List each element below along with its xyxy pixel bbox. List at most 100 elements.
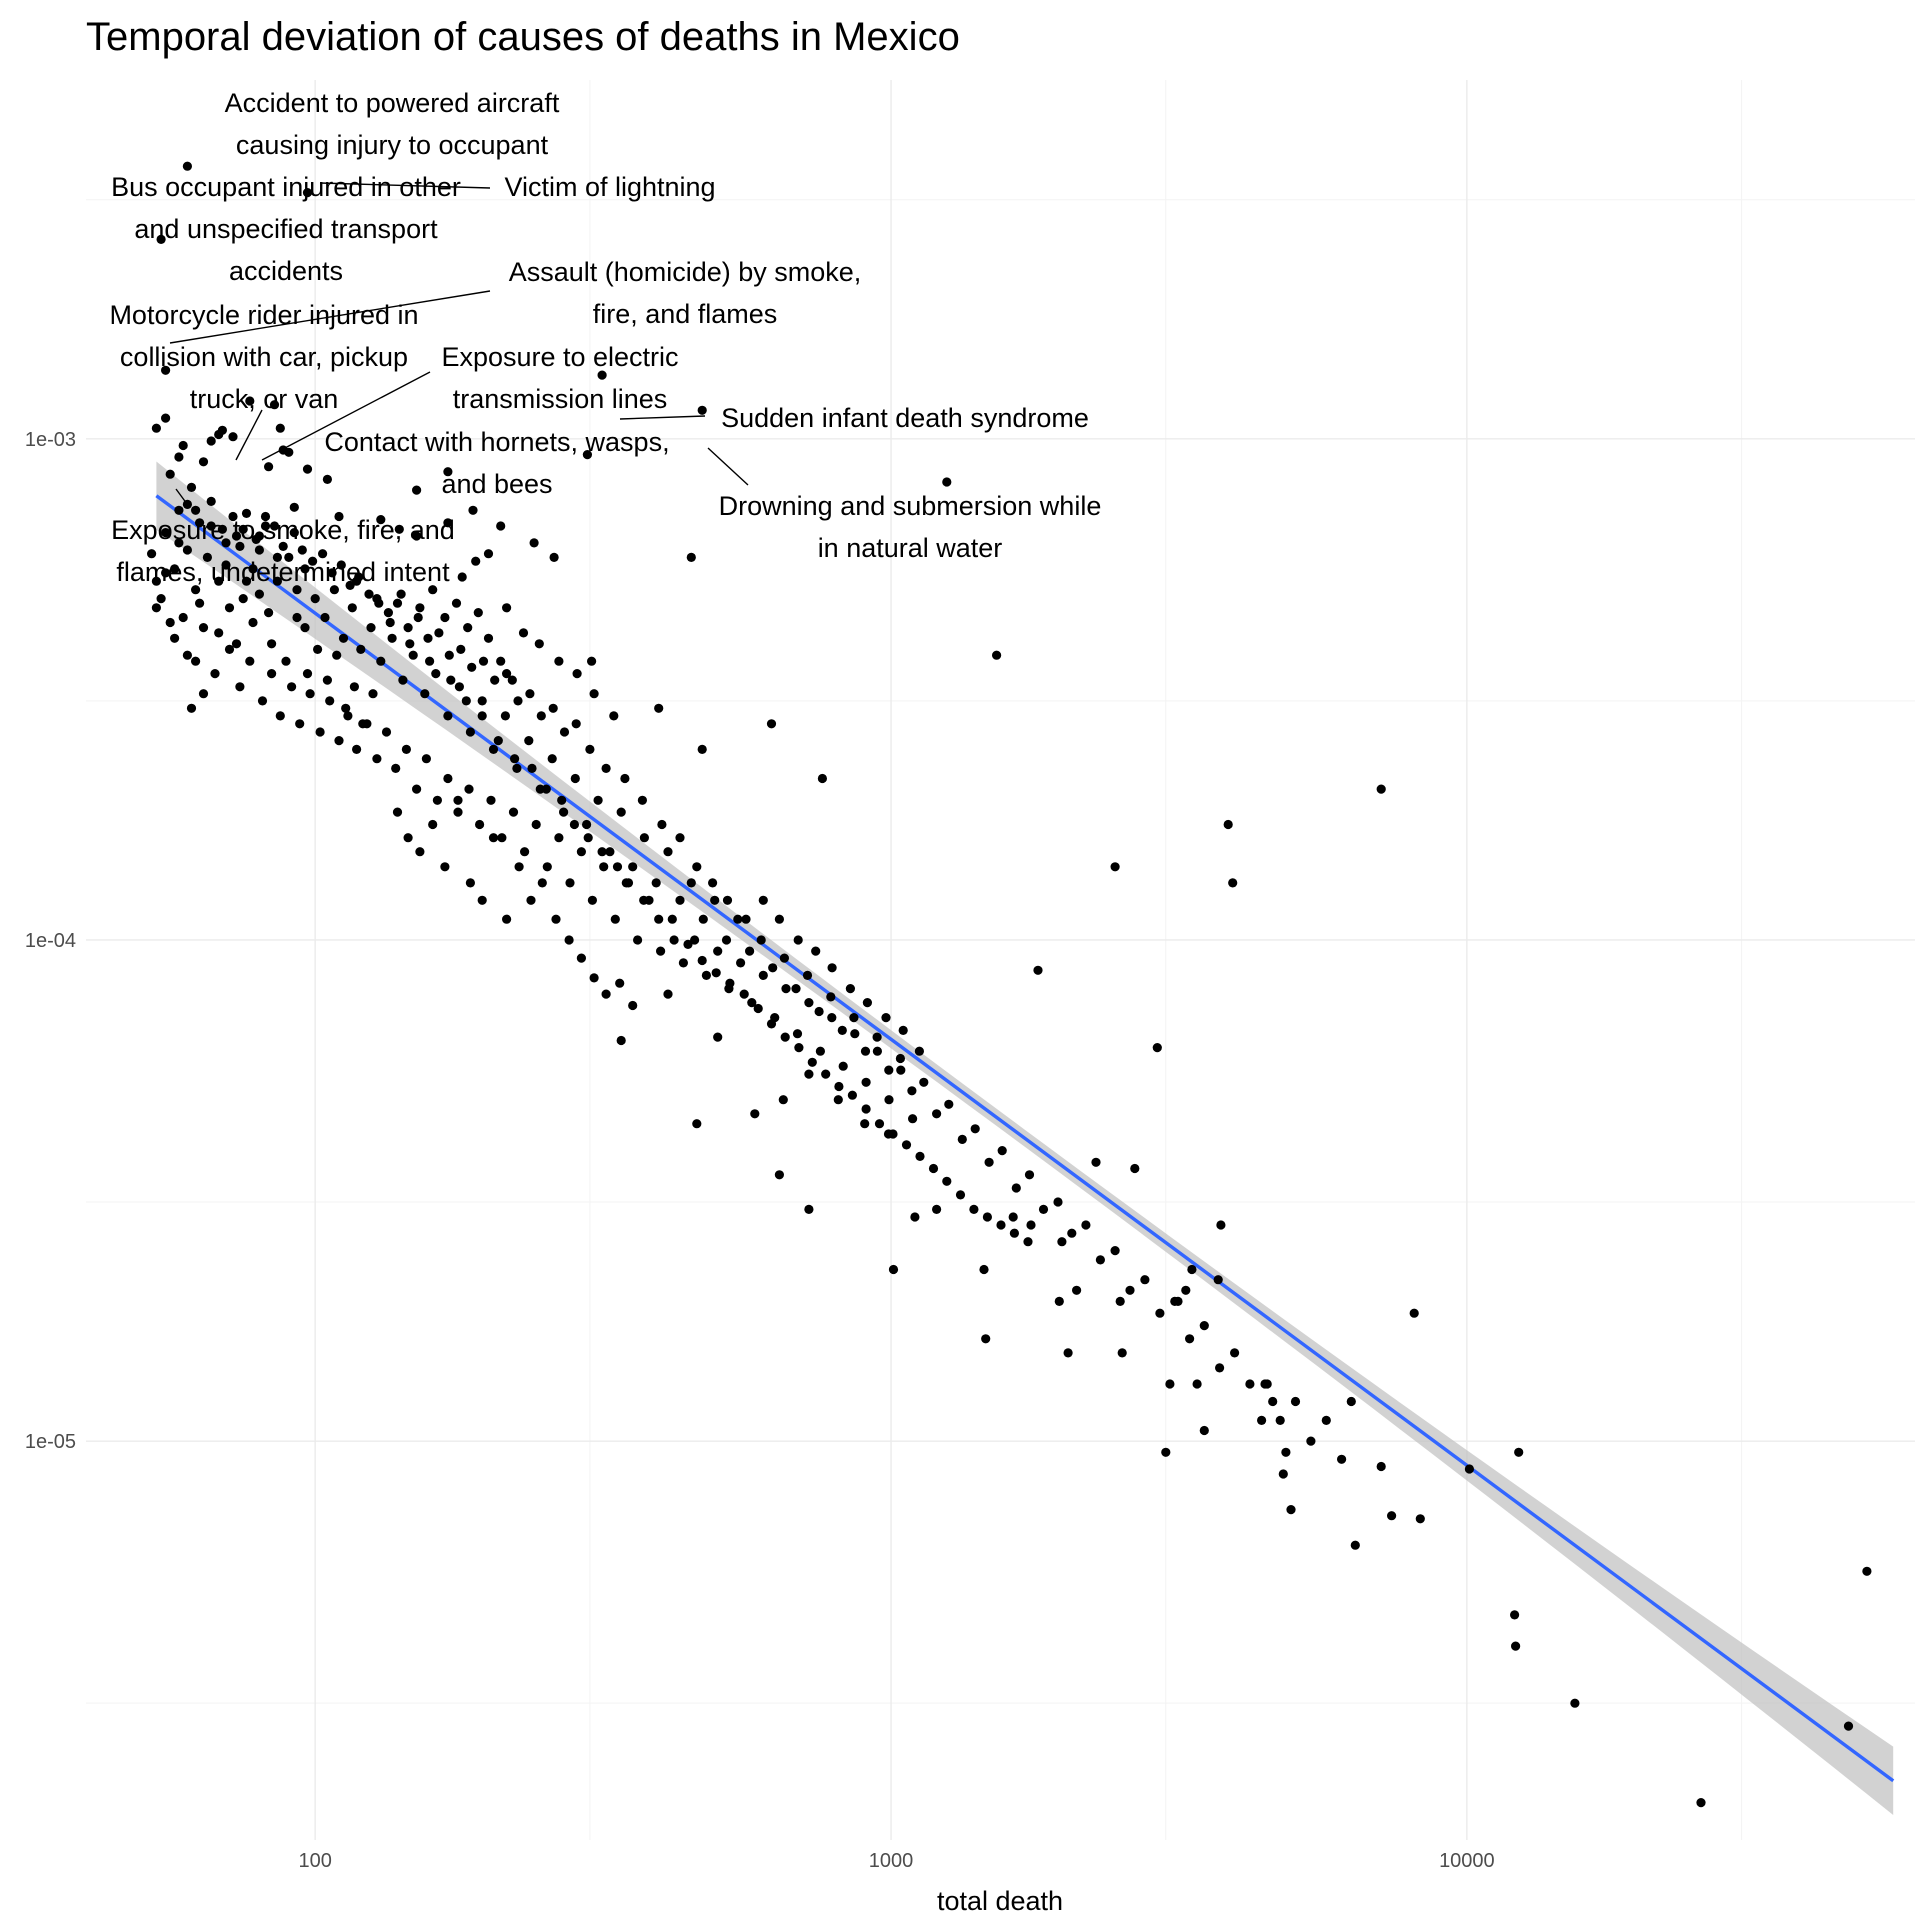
y-axis-ticks: 1e-03 1e-04 1e-05 [25, 429, 76, 1453]
data-point [1510, 1610, 1520, 1620]
data-point [366, 623, 376, 633]
data-point [161, 528, 171, 538]
data-point [847, 1090, 858, 1100]
data-point [571, 719, 581, 729]
data-point [453, 795, 463, 805]
data-point [697, 744, 707, 755]
data-point [336, 560, 346, 570]
annotation-label: transmission lines [453, 384, 668, 414]
data-point [1067, 1228, 1077, 1238]
data-point [341, 703, 351, 713]
annotation-label: and bees [441, 469, 552, 499]
data-point [547, 754, 557, 764]
data-point [834, 1081, 844, 1092]
data-point [663, 989, 673, 999]
data-point [529, 538, 539, 548]
data-point [496, 656, 506, 666]
data-point [537, 878, 547, 888]
data-point [214, 576, 224, 586]
data-point [901, 1140, 912, 1150]
data-point [981, 1334, 991, 1344]
data-point [195, 598, 205, 608]
x-axis-ticks: 100 1000 10000 [298, 1850, 1494, 1872]
data-point [884, 1065, 894, 1075]
data-points [147, 161, 1872, 1808]
data-point [955, 1190, 966, 1200]
y-tick-label: 1e-03 [25, 429, 76, 451]
y-tick-label: 1e-04 [25, 930, 76, 952]
data-point [443, 773, 453, 784]
data-point [576, 953, 587, 963]
data-point [542, 862, 552, 872]
data-point [601, 763, 611, 774]
data-point [322, 474, 332, 484]
data-point [198, 623, 209, 633]
grid-lines [86, 80, 1915, 1840]
data-point [910, 1212, 920, 1222]
data-point [352, 576, 362, 586]
data-point [678, 958, 689, 968]
data-point [151, 576, 161, 586]
data-point [1337, 1454, 1347, 1464]
data-point [686, 878, 696, 888]
data-point [394, 524, 404, 534]
data-point [440, 612, 450, 623]
data-point [368, 689, 378, 699]
data-point [1199, 1425, 1209, 1436]
data-point [453, 807, 463, 817]
data-point [151, 603, 161, 613]
data-point [272, 576, 282, 586]
data-point [206, 436, 216, 446]
data-point [807, 1057, 817, 1067]
data-point [305, 689, 315, 699]
data-point [178, 612, 188, 623]
data-point [1091, 1157, 1101, 1167]
data-point [527, 763, 537, 774]
data-point [932, 1204, 942, 1214]
data-point [403, 623, 413, 633]
annotation-leader-line [171, 223, 177, 229]
data-point [1008, 1212, 1018, 1222]
data-point [524, 736, 534, 746]
data-point [490, 675, 500, 685]
data-point [792, 1029, 803, 1039]
data-point [884, 1095, 894, 1105]
data-point [895, 1053, 906, 1064]
data-point [1278, 1469, 1288, 1479]
data-point [186, 482, 197, 492]
data-point [500, 711, 510, 721]
data-point [1228, 878, 1238, 888]
data-point [667, 914, 677, 924]
data-point [186, 703, 197, 713]
data-point [1130, 1163, 1140, 1174]
data-point [327, 568, 337, 578]
data-point [1245, 1379, 1255, 1389]
data-point [766, 1019, 777, 1029]
data-point [1696, 1798, 1706, 1808]
data-point [1155, 1308, 1165, 1318]
data-point [745, 946, 755, 956]
data-point [161, 413, 171, 423]
data-point [502, 914, 512, 924]
data-point [928, 1163, 939, 1174]
data-point [412, 784, 422, 794]
data-point [725, 978, 735, 988]
data-point [872, 1032, 882, 1042]
labeled-data-point [161, 365, 171, 375]
labeled-data-point [597, 370, 607, 380]
data-point [554, 656, 564, 666]
data-point [739, 989, 749, 999]
data-point [269, 400, 280, 410]
labeled-data-point [942, 477, 952, 487]
annotation-label: causing injury to occupant [236, 130, 549, 160]
data-point [1376, 784, 1386, 794]
data-point [518, 628, 529, 638]
data-point [302, 669, 313, 679]
data-point [332, 650, 342, 660]
data-point [1053, 1197, 1063, 1207]
data-point [1117, 1348, 1127, 1358]
data-point [281, 656, 291, 666]
data-point [325, 696, 335, 706]
data-point [202, 552, 212, 563]
data-point [415, 603, 425, 613]
